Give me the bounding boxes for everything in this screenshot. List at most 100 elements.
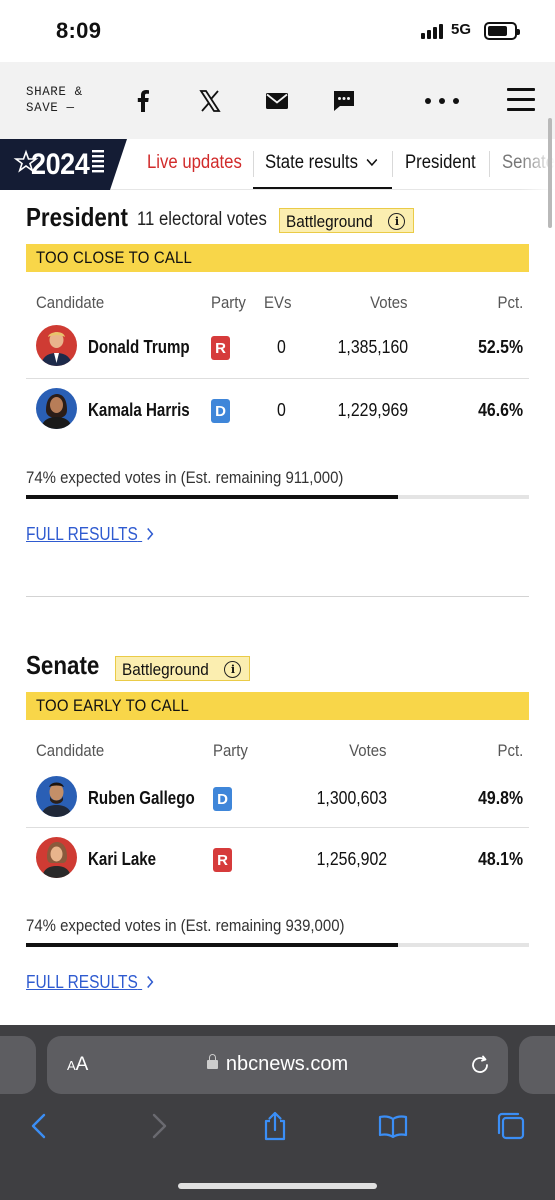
president-title: President (26, 202, 128, 232)
nav-divider (392, 151, 393, 177)
nav-divider (489, 151, 490, 177)
nav-live-updates[interactable]: Live updates (147, 152, 242, 173)
avatar (36, 776, 77, 817)
candidate-evs: 0 (277, 337, 286, 357)
battleground-label: Battleground (286, 211, 373, 231)
tabs-icon[interactable] (495, 1110, 527, 1142)
avatar (36, 388, 77, 429)
candidate-votes: 1,385,160 (337, 337, 408, 357)
nav-president[interactable]: President (405, 152, 476, 173)
facebook-icon[interactable] (128, 86, 158, 116)
row-divider (26, 827, 529, 828)
chevron-right-icon (147, 975, 154, 989)
candidate-pct: 49.8% (478, 788, 523, 808)
party-badge: R (213, 848, 232, 872)
president-section: President 11 electoral votes Battlegroun… (26, 198, 529, 558)
battleground-badge[interactable]: Battleground i (279, 208, 415, 233)
party-badge: D (211, 399, 230, 423)
full-results-link[interactable]: FULL RESULTS (26, 524, 154, 545)
full-results-label: FULL RESULTS (26, 972, 138, 992)
candidate-pct: 52.5% (478, 337, 523, 357)
scroll-indicator[interactable] (548, 118, 552, 228)
candidate-votes: 1,300,603 (316, 788, 387, 808)
candidate-name: Kari Lake (88, 849, 157, 869)
election-nav: 2024 Live updates State results Presiden… (0, 139, 555, 190)
address-bar[interactable]: AA nbcnews.com (47, 1036, 508, 1094)
expected-votes-bar (26, 495, 529, 499)
email-icon[interactable] (262, 86, 292, 116)
senate-section: Senate Battleground i TOO EARLY TO CALL … (26, 646, 529, 1006)
hamburger-menu-icon[interactable] (507, 88, 535, 114)
expected-votes-bar (26, 943, 529, 947)
senate-title: Senate (26, 650, 100, 680)
full-results-label: FULL RESULTS (26, 524, 138, 544)
url-display[interactable]: nbcnews.com (47, 1053, 508, 1076)
info-icon: i (388, 213, 406, 230)
party-badge: R (211, 336, 230, 360)
expected-votes: 74% expected votes in (Est. remaining 91… (26, 468, 344, 487)
full-results-link[interactable]: FULL RESULTS (26, 972, 154, 993)
info-icon: i (224, 661, 242, 678)
share-save-label: SHARE & SAVE — (26, 85, 83, 115)
election-year: 2024 (31, 148, 90, 181)
candidate-name: Donald Trump (88, 337, 190, 357)
col-party: Party (213, 741, 248, 760)
signal-icon (421, 23, 443, 39)
col-pct: Pct. (497, 741, 523, 760)
browser-toolbar: AA nbcnews.com (0, 1025, 555, 1200)
candidate-pct: 46.6% (478, 400, 523, 420)
candidate-evs: 0 (277, 400, 286, 420)
bookmarks-icon[interactable] (377, 1110, 409, 1142)
lock-icon (206, 1054, 218, 1069)
col-votes: Votes (370, 293, 408, 312)
status-bar: 8:09 5G (0, 0, 555, 62)
battery-icon (484, 22, 520, 40)
expected-votes: 74% expected votes in (Est. remaining 93… (26, 916, 345, 935)
next-tab-peek[interactable] (519, 1036, 555, 1094)
row-divider (26, 378, 529, 379)
candidate-votes: 1,256,902 (316, 849, 387, 869)
reader-aa-button[interactable]: AA (67, 1054, 89, 1075)
back-icon[interactable] (24, 1110, 56, 1142)
avatar (36, 837, 77, 878)
active-tab-underline (253, 187, 392, 189)
status-time: 8:09 (56, 18, 102, 43)
prev-tab-peek[interactable] (0, 1036, 36, 1094)
candidate-name: Ruben Gallego (88, 788, 195, 808)
nav-state-results[interactable]: State results (265, 152, 378, 174)
col-evs: EVs (264, 293, 292, 312)
more-icon[interactable] (424, 86, 460, 116)
chevron-right-icon (147, 527, 154, 541)
col-candidate: Candidate (36, 293, 105, 312)
electoral-votes: 11 electoral votes (137, 209, 267, 230)
expected-votes-fill (26, 495, 399, 499)
nav-state-results-label: State results (265, 152, 358, 173)
candidate-name: Kamala Harris (88, 400, 190, 420)
chevron-down-icon (366, 159, 378, 167)
candidate-pct: 48.1% (478, 849, 523, 869)
expected-votes-fill (26, 943, 399, 947)
battleground-label: Battleground (122, 659, 209, 679)
col-votes: Votes (349, 741, 387, 760)
avatar (36, 325, 77, 366)
section-divider (26, 596, 529, 597)
call-status: TOO EARLY TO CALL (36, 696, 189, 715)
party-badge: D (213, 787, 232, 811)
network-type: 5G (451, 21, 472, 38)
share-icon[interactable] (259, 1110, 291, 1142)
call-status-bar: TOO EARLY TO CALL (26, 692, 529, 720)
col-candidate: Candidate (36, 741, 105, 760)
home-indicator[interactable] (178, 1183, 377, 1189)
url-text: nbcnews.com (225, 1053, 349, 1075)
col-party: Party (211, 293, 246, 312)
election-2024-logo[interactable]: 2024 (0, 139, 127, 190)
reload-icon[interactable] (468, 1053, 492, 1077)
col-pct: Pct. (497, 293, 523, 312)
call-status-bar: TOO CLOSE TO CALL (26, 244, 529, 272)
message-icon[interactable] (329, 86, 359, 116)
call-status: TOO CLOSE TO CALL (36, 248, 192, 267)
battleground-badge[interactable]: Battleground i (115, 656, 251, 681)
forward-icon (142, 1110, 174, 1142)
x-icon[interactable] (195, 86, 225, 116)
candidate-votes: 1,229,969 (337, 400, 408, 420)
